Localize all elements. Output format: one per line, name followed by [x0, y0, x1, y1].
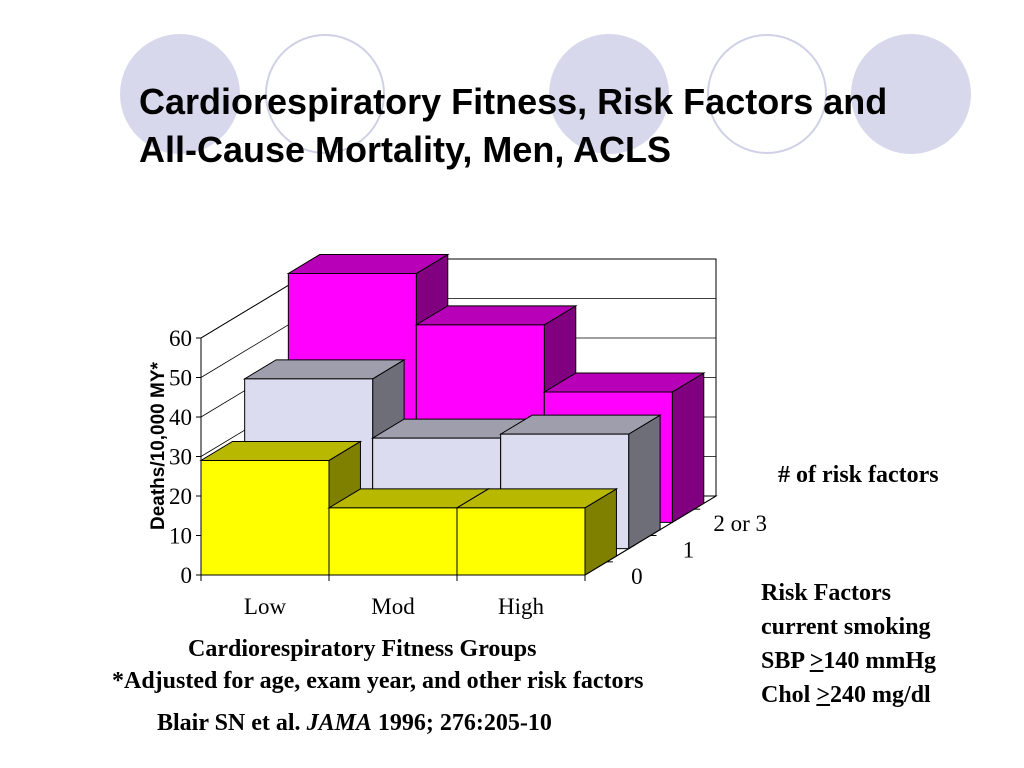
y-tick-label: 0 [181, 563, 193, 588]
bar-0-low-front [200, 459, 330, 576]
decor-circle-2 [265, 34, 385, 154]
footnote: *Adjusted for age, exam year, and other … [112, 668, 644, 694]
depth-tick-label: 2 or 3 [713, 511, 767, 536]
y-tick-label: 30 [169, 445, 192, 470]
x-tick-label: Mod [371, 594, 415, 619]
citation-ref: 1996; 276:205-10 [371, 710, 552, 736]
citation-authors: Blair SN et al. [157, 710, 307, 736]
x-axis-label: Cardiorespiratory Fitness Groups [188, 636, 537, 662]
risk-factor-chol-symbol: > [816, 682, 831, 708]
risk-factors-box: Risk Factors current smoking SBP >140 mm… [761, 576, 936, 712]
risk-factor-sbp-prefix: SBP [761, 648, 810, 674]
citation-journal: JAMA [306, 710, 372, 736]
risk-factor-smoking: current smoking [761, 614, 931, 640]
slide-title: Cardiorespiratory Fitness, Risk Factors … [139, 78, 1019, 174]
y-tick-label: 40 [169, 405, 192, 430]
y-tick-label: 20 [169, 484, 192, 509]
bar-1-high-side [628, 414, 661, 550]
y-tick-label: 50 [169, 366, 192, 391]
depth-tick-label: 0 [631, 564, 643, 589]
decor-circle-4 [707, 34, 827, 154]
x-tick-label: Low [244, 594, 287, 619]
y-tick-label: 60 [169, 326, 192, 351]
bar-0-mod-front [328, 507, 458, 576]
decor-circle-1 [120, 34, 240, 154]
risk-factor-chol-prefix: Chol [761, 682, 817, 708]
risk-factors-heading: Risk Factors [761, 580, 891, 606]
y-tick-label: 10 [169, 524, 192, 549]
decor-circle-3 [549, 34, 669, 154]
y-axis-label: Deaths/10,000 MY* [148, 362, 169, 530]
depth-axis-label: # of risk factors [778, 462, 939, 488]
bar-0-high [455, 488, 619, 576]
risk-factor-chol-value: 240 mg/dl [830, 682, 931, 708]
risk-factor-sbp-symbol: > [809, 648, 824, 674]
risk-factor-chol: Chol >240 mg/dl [761, 678, 936, 712]
slide-title-line2: All-Cause Mortality, Men, ACLS [139, 129, 672, 170]
depth-tick-label: 1 [683, 538, 695, 563]
risk-factor-sbp-value: 140 mmHg [823, 648, 937, 674]
risk-factor-sbp: SBP >140 mmHg [761, 644, 936, 678]
slide-title-line1: Cardiorespiratory Fitness, Risk Factors … [139, 81, 888, 122]
bar-2-or-3-high-side [671, 372, 705, 524]
decor-circle-5 [851, 34, 971, 154]
citation: Blair SN et al. JAMA 1996; 276:205-10 [157, 710, 552, 737]
bar-0-high-front [456, 507, 586, 576]
x-tick-label: High [498, 594, 545, 619]
